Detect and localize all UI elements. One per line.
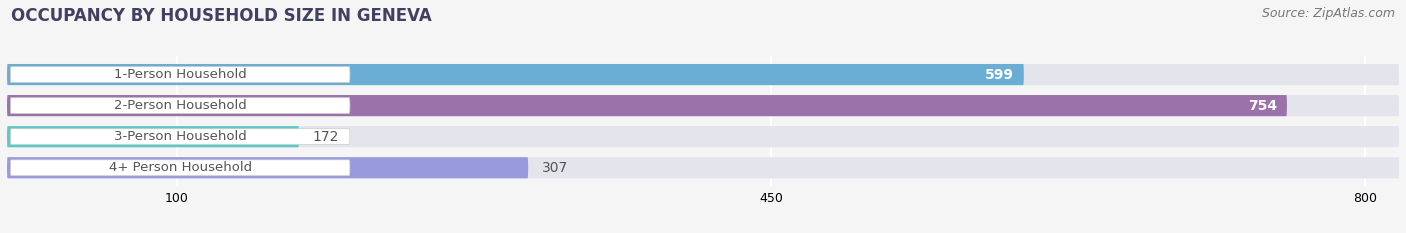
FancyBboxPatch shape — [7, 126, 299, 147]
FancyBboxPatch shape — [7, 95, 1286, 116]
FancyBboxPatch shape — [7, 64, 1399, 85]
FancyBboxPatch shape — [10, 67, 350, 82]
Text: 599: 599 — [984, 68, 1014, 82]
FancyBboxPatch shape — [10, 98, 350, 113]
FancyBboxPatch shape — [7, 126, 1399, 147]
Text: 754: 754 — [1247, 99, 1277, 113]
Text: 1-Person Household: 1-Person Household — [114, 68, 246, 81]
FancyBboxPatch shape — [7, 157, 529, 178]
Text: 172: 172 — [312, 130, 339, 144]
FancyBboxPatch shape — [10, 160, 350, 176]
FancyBboxPatch shape — [7, 95, 1399, 116]
Text: 2-Person Household: 2-Person Household — [114, 99, 246, 112]
Text: 4+ Person Household: 4+ Person Household — [108, 161, 252, 174]
Text: 307: 307 — [541, 161, 568, 175]
Text: Source: ZipAtlas.com: Source: ZipAtlas.com — [1261, 7, 1395, 20]
Text: 3-Person Household: 3-Person Household — [114, 130, 246, 143]
FancyBboxPatch shape — [7, 64, 1024, 85]
Text: OCCUPANCY BY HOUSEHOLD SIZE IN GENEVA: OCCUPANCY BY HOUSEHOLD SIZE IN GENEVA — [11, 7, 432, 25]
FancyBboxPatch shape — [10, 129, 350, 145]
FancyBboxPatch shape — [7, 157, 1399, 178]
